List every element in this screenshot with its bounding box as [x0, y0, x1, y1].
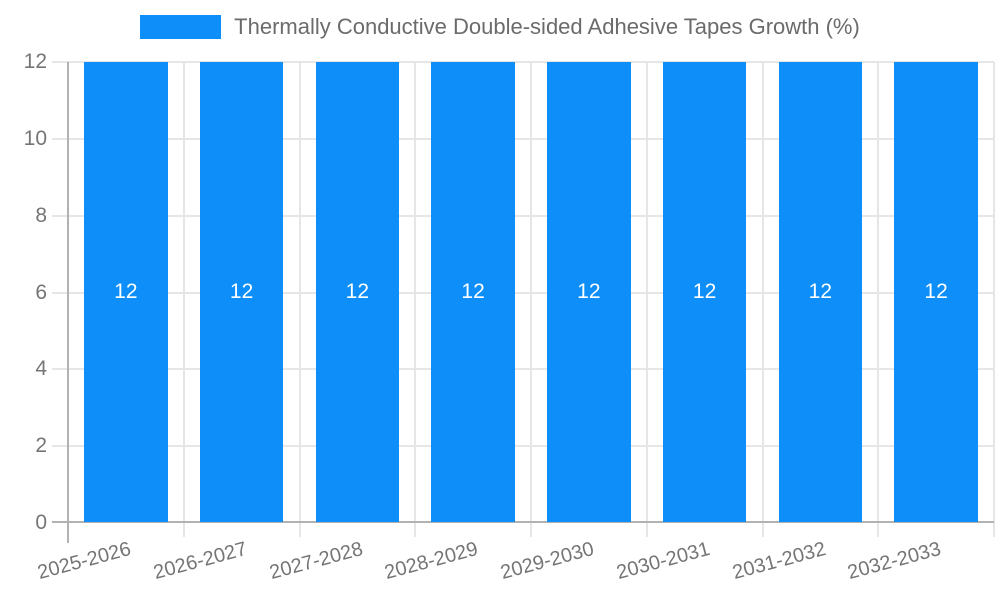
x-tick-label: 2028-2029 [382, 538, 481, 585]
x-axis-line [52, 521, 994, 523]
plot-area: 12 12 12 12 12 12 12 12 [52, 61, 995, 543]
y-tick-label: 4 [35, 357, 47, 381]
y-axis-line [67, 62, 69, 543]
gridline-vertical [530, 62, 532, 537]
gridline-horizontal [52, 291, 994, 294]
x-tick-label: 2026-2027 [151, 538, 250, 585]
y-tick-label: 12 [23, 50, 47, 73]
chart-legend: Thermally Conductive Double-sided Adhesi… [0, 14, 1000, 40]
bar: 12 [315, 62, 400, 522]
bar-value-label: 12 [808, 280, 833, 303]
gridline-vertical [414, 62, 417, 537]
bar-value-label: 12 [229, 280, 254, 303]
y-tick-label: 8 [35, 203, 47, 227]
gridline-vertical [877, 62, 880, 537]
bar-value-label: 12 [114, 280, 138, 303]
bar-value-label: 12 [692, 280, 717, 303]
y-tick-label: 10 [23, 126, 47, 150]
legend-label: Thermally Conductive Double-sided Adhesi… [234, 14, 860, 39]
x-tick-label: 2031-2032 [729, 538, 829, 585]
bar: 12 [431, 62, 515, 522]
bar: 12 [547, 62, 631, 522]
bar-value-label: 12 [461, 280, 485, 303]
bar: 12 [199, 62, 284, 522]
x-tick-label: 2030-2031 [614, 538, 713, 585]
gridline-vertical [298, 62, 301, 537]
gridline-horizontal [52, 137, 994, 140]
x-tick-label: 2032-2033 [845, 538, 944, 585]
gridline-horizontal [52, 368, 994, 371]
gridline-vertical [182, 62, 185, 537]
bar-value-label: 12 [924, 280, 948, 303]
gridline-horizontal [52, 445, 994, 448]
gridline-horizontal [52, 61, 994, 63]
bar-value-label: 12 [577, 280, 601, 303]
x-tick-label: 2025-2026 [35, 538, 134, 585]
bar-value-label: 12 [345, 280, 370, 303]
y-tick-label: 0 [35, 511, 47, 534]
gridline-vertical [993, 62, 995, 537]
y-tick-label: 6 [35, 280, 47, 304]
y-tick-label: 2 [35, 434, 47, 458]
gridline-vertical [645, 62, 648, 537]
x-tick-label: 2029-2030 [498, 538, 597, 585]
gridline-horizontal [52, 214, 994, 217]
gridline-vertical [761, 62, 764, 537]
bar: 12 [778, 62, 863, 522]
x-tick-label: 2027-2028 [266, 538, 366, 585]
bar: 12 [894, 62, 978, 522]
bar: 12 [84, 62, 168, 522]
legend-swatch [140, 15, 222, 39]
bar: 12 [662, 62, 747, 522]
